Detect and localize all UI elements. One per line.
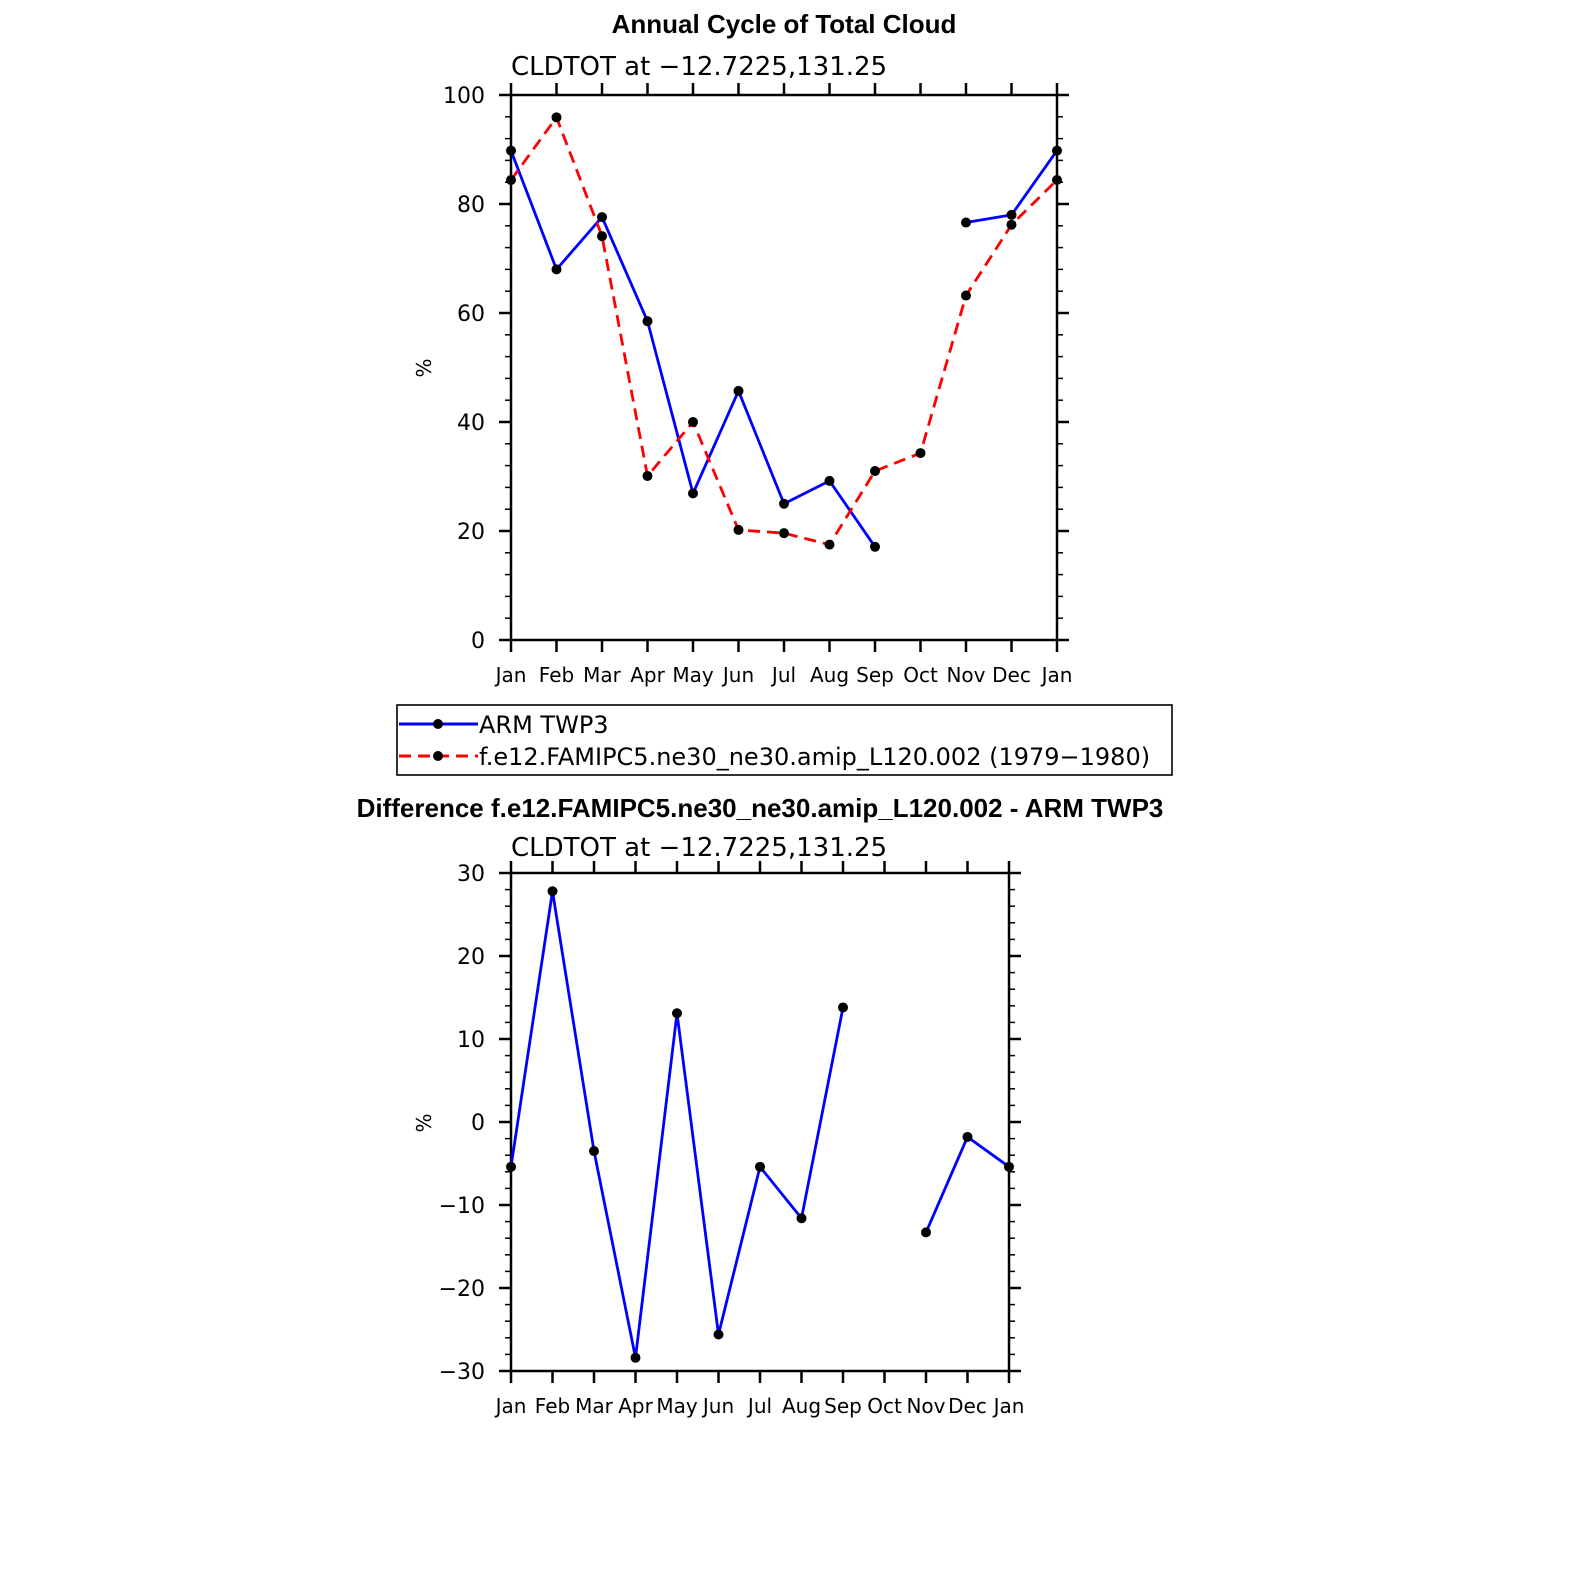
data-point [1006,219,1017,230]
data-point [870,466,880,477]
x-tick-label: Feb [539,663,574,687]
data-point [962,1131,973,1142]
data-point [921,1227,931,1238]
data-point [796,1213,807,1224]
x-tick-label: Dec [948,1394,987,1418]
data-point [688,417,698,427]
x-tick-label: Oct [867,1394,902,1418]
data-point [551,264,562,275]
data-point [779,498,789,509]
y-tick-label: −30 [439,1360,485,1385]
x-tick-label: Aug [782,1394,821,1418]
data-point [597,212,607,223]
x-tick-label: Apr [618,1394,653,1418]
data-point [672,1008,682,1019]
data-point [589,1146,599,1157]
data-point [961,217,971,228]
x-tick-label: Jul [770,663,796,687]
x-tick-label: May [672,663,714,687]
data-point [1006,209,1017,220]
x-tick-label: May [656,1394,698,1418]
data-point [733,385,744,396]
series-line-1 [509,115,1058,547]
data-point [597,231,607,242]
y-tick-label: 80 [457,193,485,218]
chart1-axes: Jan Feb Mar Apr May Jun Jul Aug Sep Oct Nov Dec Jan 0… [443,83,1072,687]
legend-label-model: f.e12.FAMIPC5.ne30_ne30.amip_L120.002 (1… [479,743,1150,771]
x-tick-label: Nov [946,663,985,687]
x-tick-label: Jan [992,1394,1025,1418]
data-point [713,1329,724,1340]
chart2-ylabel: % [412,1113,436,1132]
chart2-subtitle: CLDTOT at −12.7225,131.25 [511,833,887,863]
x-tick-label: Jun [721,663,754,687]
plot-frame [509,871,1011,1373]
x-tick-label: Jan [1040,663,1073,687]
x-tick-label: Sep [824,1394,862,1418]
x-tick-label: Jul [746,1394,772,1418]
data-point [630,1352,641,1363]
y-tick-label: −20 [439,1277,485,1302]
legend-box [396,704,1173,776]
data-point [547,886,558,897]
y-tick-label: 40 [457,411,485,436]
data-point [779,528,789,539]
y-tick-label: 0 [471,629,485,654]
y-tick-label: 20 [457,945,485,970]
y-tick-label: 10 [457,1028,485,1053]
data-point [688,488,698,499]
data-point [1052,145,1062,156]
x-tick-label: Nov [906,1394,945,1418]
chart1-subtitle: CLDTOT at −12.7225,131.25 [511,52,887,82]
data-point [824,475,835,486]
x-tick-label: Mar [575,1394,614,1418]
chart1-title: Annual Cycle of Total Cloud [612,9,957,39]
data-point [506,145,516,156]
x-tick-label: Mar [583,663,622,687]
x-tick-label: Aug [810,663,849,687]
chart2-series [506,886,1014,1363]
y-tick-label: 20 [457,520,485,545]
y-tick-label: 30 [457,862,485,887]
legend-marker-arm [433,719,443,729]
x-tick-label: Jun [701,1394,734,1418]
y-tick-label: 100 [443,84,485,109]
data-point [642,316,653,327]
x-tick-label: Sep [856,663,894,687]
x-tick-label: Feb [535,1394,570,1418]
data-point [870,541,880,552]
data-point [733,524,744,535]
x-tick-label: Jan [494,1394,527,1418]
y-tick-label: 60 [457,302,485,327]
data-point [551,112,562,123]
data-point [1052,175,1062,186]
x-tick-label: Oct [903,663,938,687]
chart2-title: Difference f.e12.FAMIPC5.ne30_ne30.amip_… [357,793,1164,823]
data-point [506,175,516,186]
data-point [506,1161,516,1172]
y-tick-label: −10 [439,1194,485,1219]
x-tick-label: Dec [992,663,1031,687]
y-tick-label: 0 [471,1111,485,1136]
series-line-0 [509,889,845,1360]
data-point [824,539,835,550]
x-tick-label: Jan [494,663,527,687]
data-point [1004,1161,1014,1172]
series-line-0 [509,150,877,548]
data-point [961,290,971,301]
data-point [915,448,926,459]
data-point [642,470,653,481]
chart1-ylabel: % [412,358,436,377]
legend: ARM TWP3 f.e12.FAMIPC5.ne30_ne30.amip_L1… [396,704,1173,776]
series-line-0 [924,1135,1010,1233]
legend-marker-model [433,751,443,761]
chart2-axes: Jan Feb Mar Apr May Jun Jul Aug Sep Oct Nov Dec Jan−… [439,861,1025,1418]
data-point [838,1002,848,1013]
x-tick-label: Apr [630,663,665,687]
plot-frame [509,93,1059,642]
chart1-series [506,112,1062,552]
legend-label-arm: ARM TWP3 [479,711,609,739]
data-point [755,1161,765,1172]
